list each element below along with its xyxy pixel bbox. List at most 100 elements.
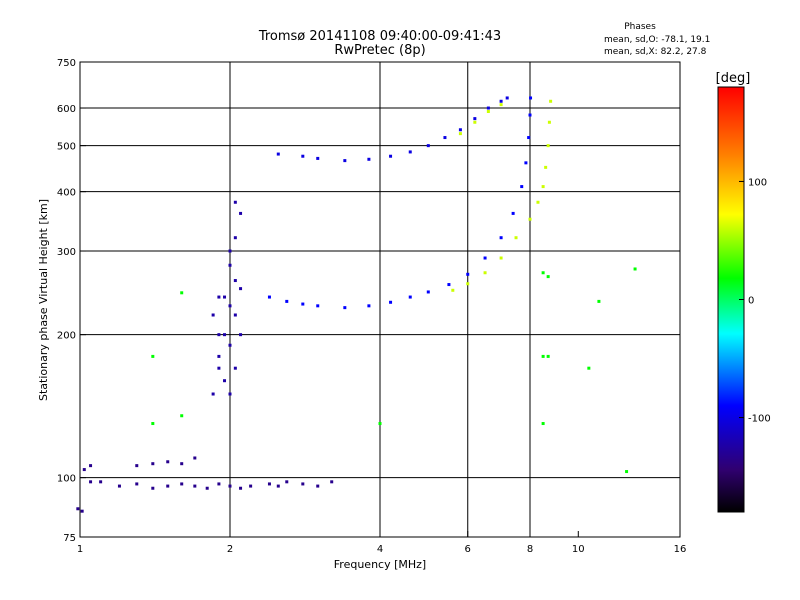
data-point: [233, 313, 237, 317]
data-point: [166, 460, 170, 464]
data-point: [151, 354, 155, 358]
plot-grid: [80, 62, 680, 537]
data-point: [228, 304, 232, 308]
data-point: [135, 482, 139, 486]
colorbar-label: [deg]: [716, 71, 751, 86]
data-point: [223, 295, 227, 299]
data-point: [541, 271, 545, 275]
data-point: [546, 354, 550, 358]
data-point: [528, 113, 532, 117]
data-point: [520, 185, 524, 189]
data-point: [276, 484, 280, 488]
colorbar-tick-label: 100: [748, 177, 767, 188]
data-point: [473, 117, 477, 121]
y-tick-label: 750: [57, 58, 76, 69]
data-point: [527, 136, 531, 140]
x-tick-label: 8: [527, 544, 533, 555]
data-point: [466, 282, 470, 286]
data-point: [499, 256, 503, 260]
data-point: [499, 99, 503, 103]
data-point: [223, 333, 227, 337]
data-point: [343, 159, 347, 163]
data-point: [505, 96, 509, 100]
data-point: [211, 392, 215, 396]
data-point: [228, 263, 232, 267]
data-point: [151, 422, 155, 426]
data-point: [217, 354, 221, 358]
data-point: [233, 279, 237, 283]
x-tick-label: 10: [572, 544, 585, 555]
data-point: [249, 484, 253, 488]
data-point: [316, 484, 320, 488]
y-axis-label: Stationary phase Virtual Height [km]: [37, 199, 50, 401]
data-point: [483, 256, 487, 260]
data-point: [223, 379, 227, 383]
data-point: [285, 480, 289, 484]
data-point: [458, 132, 462, 136]
data-point: [486, 106, 490, 110]
data-point: [193, 456, 197, 460]
data-point: [378, 422, 382, 426]
data-point: [389, 154, 393, 158]
data-point: [301, 302, 305, 306]
x-axis-label: Frequency [MHz]: [334, 558, 426, 571]
data-point: [447, 283, 451, 287]
data-point: [499, 103, 503, 107]
data-point: [367, 157, 371, 161]
y-tick-label: 600: [57, 104, 76, 115]
data-point: [546, 275, 550, 279]
data-point: [625, 470, 629, 474]
data-points: [76, 96, 637, 513]
data-point: [205, 486, 209, 490]
data-point: [285, 299, 289, 303]
data-point: [451, 288, 455, 292]
phase-stats-x-mode: mean, sd,X: 82.2, 27.8: [604, 47, 707, 57]
data-point: [180, 291, 184, 295]
x-tick-label: 1: [77, 544, 83, 555]
data-point: [549, 99, 553, 103]
data-point: [211, 313, 215, 317]
data-point: [217, 295, 221, 299]
data-point: [483, 271, 487, 275]
data-point: [367, 304, 371, 308]
data-point: [233, 366, 237, 370]
colorbar-tick-label: -100: [748, 414, 771, 425]
y-tick-label: 100: [57, 474, 76, 485]
y-tick-label: 400: [57, 188, 76, 199]
data-point: [239, 333, 243, 337]
x-tick-label: 16: [674, 544, 687, 555]
data-point: [597, 299, 601, 303]
data-point: [228, 392, 232, 396]
data-point: [166, 484, 170, 488]
data-point: [239, 211, 243, 215]
data-point: [408, 150, 412, 154]
data-point: [89, 480, 93, 484]
data-point: [514, 236, 518, 240]
colorbar-tick-label: 0: [748, 296, 754, 307]
data-point: [233, 236, 237, 240]
data-point: [301, 154, 305, 158]
data-point: [76, 507, 80, 511]
data-point: [82, 468, 86, 472]
data-point: [267, 295, 271, 299]
data-point: [443, 136, 447, 140]
data-point: [180, 462, 184, 466]
data-point: [408, 295, 412, 299]
axis-ticks: 1 2 4 6 8 10 16 75 100 200 300 400 500 600 750: [57, 58, 686, 555]
data-point: [486, 109, 490, 113]
data-point: [389, 300, 393, 304]
data-point: [499, 236, 503, 240]
phase-stats-heading: Phases: [624, 22, 656, 32]
data-point: [524, 161, 528, 165]
data-point: [316, 156, 320, 160]
chart-title: Tromsø 20141108 09:40:00-09:41:43: [258, 29, 501, 44]
data-point: [180, 482, 184, 486]
data-point: [536, 200, 540, 204]
data-point: [151, 462, 155, 466]
data-point: [541, 185, 545, 189]
data-point: [473, 120, 477, 124]
data-point: [239, 486, 243, 490]
x-tick-label: 6: [465, 544, 471, 555]
colorbar-ticks: 100 0 -100: [739, 177, 771, 425]
